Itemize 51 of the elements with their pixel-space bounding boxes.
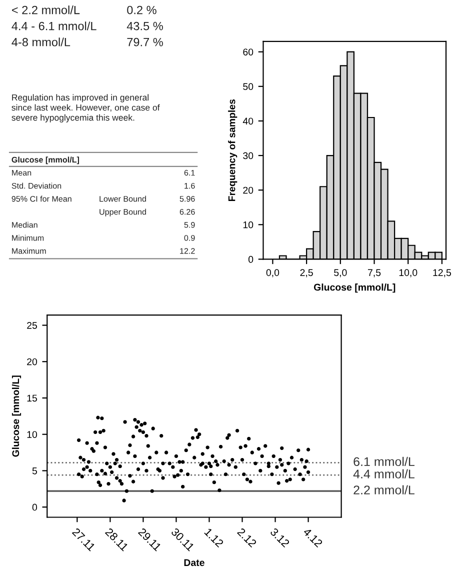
text: 5.9	[184, 222, 195, 228]
y-tick-label: 0	[32, 504, 38, 511]
x-tick-label: 4.12	[302, 527, 323, 548]
y-tick-label: 20	[243, 186, 254, 194]
x-tick-label: 5,0	[334, 269, 347, 278]
x-tick-label: 1.12	[204, 528, 224, 548]
y-tick-label: 0	[248, 256, 254, 263]
y-tick-label: 30	[243, 152, 254, 160]
text: Lower Bound	[100, 196, 146, 202]
y-tick-label: 20	[27, 358, 38, 366]
y-axis-title: Frequency of samples	[228, 99, 238, 202]
text: Regulation has improved in general since last week. However, one case of severe hypoglycemia this week.	[12, 94, 160, 122]
y-tick-label: 15	[27, 394, 37, 402]
y-tick-label: 10	[243, 221, 254, 228]
y-tick-label: 25	[27, 322, 37, 329]
text: Minimum	[12, 234, 44, 241]
y-tick-label: 5	[32, 468, 37, 474]
x-tick-label: 2,5	[300, 269, 313, 278]
ref-line-label: 2.2 mmol/L	[354, 485, 414, 494]
y-tick-label: 40	[242, 118, 254, 125]
text: Mean	[12, 170, 32, 176]
text: 79.7 %	[127, 38, 163, 46]
text: 6.26	[180, 209, 195, 215]
text: 6.1	[184, 170, 195, 176]
ref-line-label: 4.4 mmol/L	[353, 469, 414, 478]
text: Median	[12, 222, 38, 228]
text: 43.5 %	[126, 22, 163, 30]
text: 5.96	[180, 196, 195, 202]
text: 95% CI for Mean	[12, 196, 72, 202]
text: Glucose [mmol/L]	[12, 156, 80, 164]
y-tick-label: 60	[243, 48, 254, 56]
x-tick-label: 12,5	[433, 269, 452, 278]
x-tick-label: 0,0	[266, 269, 280, 278]
x-tick-label: 7,5	[368, 269, 381, 278]
text: 4.4 - 6.1 mmol/L	[12, 22, 96, 30]
y-axis-title: Glucose [mmol/L]	[12, 376, 22, 457]
y-tick-label: 50	[243, 83, 254, 90]
ref-line-label: 6.1 mmol/L	[354, 456, 414, 466]
text: Std. Deviation	[12, 182, 62, 189]
text: 0.9	[184, 235, 195, 241]
x-axis-title: Date	[184, 559, 204, 566]
text: 1.6	[184, 182, 195, 189]
text: < 2.2 mmol/L	[12, 6, 80, 14]
text: 4-8 mmol/L	[12, 38, 70, 46]
text: 12.2	[180, 248, 195, 254]
x-tick-label: 10,0	[399, 269, 418, 278]
text: Maximum	[12, 248, 46, 254]
text: Upper Bound	[100, 208, 146, 216]
x-axis-title: Glucose [mmol/L]	[314, 284, 396, 293]
text: 0.2 %	[127, 6, 156, 14]
y-tick-label: 10	[27, 431, 38, 438]
